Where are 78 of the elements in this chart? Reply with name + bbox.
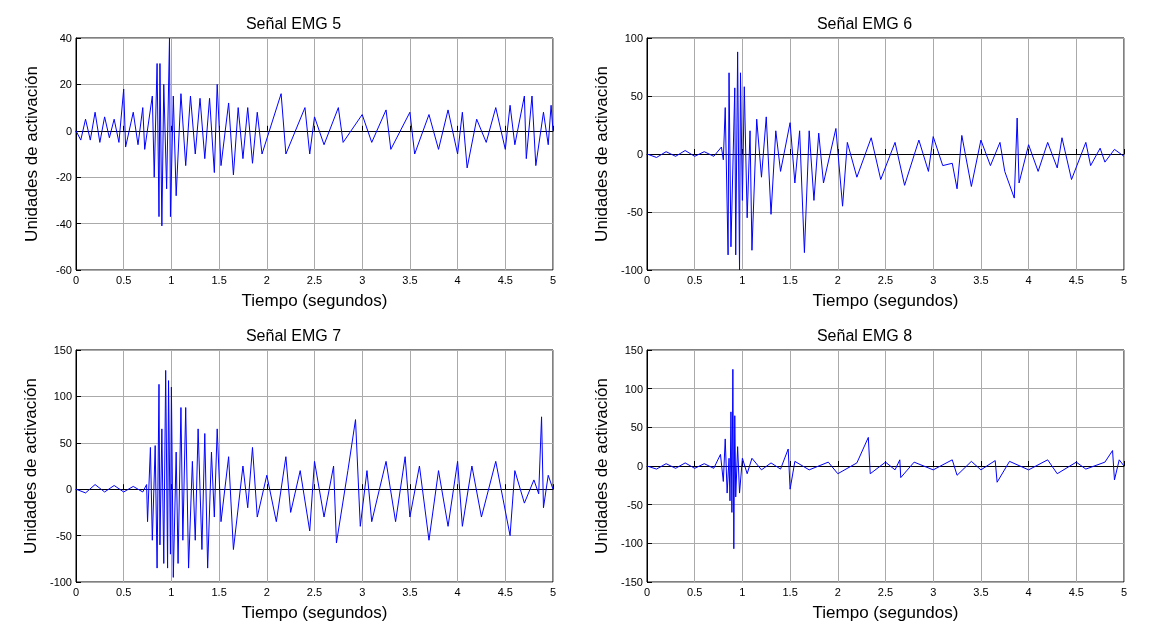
x-axis-title: Tiempo (segundos)	[812, 291, 959, 310]
y-tick-label: -150	[620, 576, 643, 588]
x-tick-label: 2.5	[877, 585, 894, 598]
y-tick-label: 40	[59, 32, 72, 44]
x-tick-label: 4	[454, 585, 461, 598]
x-tick-label: 4.5	[1068, 585, 1084, 598]
x-tick-label: 1	[739, 585, 746, 598]
y-tick-label: 100	[624, 382, 643, 395]
y-tick-label: 100	[624, 32, 643, 44]
x-tick-label: 2.5	[306, 273, 323, 286]
x-tick-label: 0.5	[116, 273, 132, 286]
y-tick-label: -100	[620, 537, 643, 550]
x-tick-label: 4.5	[1068, 273, 1084, 286]
y-tick-label: 20	[59, 78, 72, 91]
y-tick-label: 50	[59, 436, 72, 449]
x-tick-label: 4.5	[497, 273, 513, 286]
x-tick-label: 0.5	[687, 273, 703, 286]
x-tick-label: 3.5	[402, 585, 418, 598]
x-tick-label: 4	[1025, 273, 1032, 286]
y-axis-title: Unidades de activación	[21, 378, 41, 554]
x-tick-label: 2.5	[306, 585, 323, 598]
y-axis-title: Unidades de activación	[592, 378, 612, 554]
y-tick-label: -50	[627, 206, 643, 218]
y-axis-title: Unidades de activación	[592, 66, 612, 242]
y-tick-label: 150	[624, 344, 643, 356]
y-tick-label: -100	[620, 264, 643, 276]
x-tick-label: 3.5	[973, 273, 989, 286]
line-series	[646, 368, 1125, 550]
x-tick-label: 1.5	[211, 273, 227, 286]
line-series	[75, 369, 554, 578]
y-axis-title: Unidades de activación	[22, 66, 41, 242]
x-tick-label: 3	[930, 585, 937, 598]
x-tick-label: 5	[549, 273, 557, 286]
chart-title: Señal EMG 6	[816, 14, 913, 32]
y-tick-label: -40	[56, 217, 72, 230]
y-tick-label: -50	[627, 498, 643, 511]
chart-title: Señal EMG 8	[816, 326, 913, 344]
x-tick-label: 5	[1120, 273, 1128, 286]
x-tick-label: 2	[263, 585, 270, 598]
y-tick-label: 0	[636, 460, 643, 472]
y-tick-label: 50	[630, 90, 643, 102]
x-tick-label: 3	[359, 585, 366, 598]
x-tick-label: 4.5	[497, 585, 513, 598]
y-tick-label: -100	[49, 576, 72, 588]
x-tick-label: 0.5	[116, 585, 132, 598]
chart-title: Señal EMG 7	[245, 326, 342, 344]
x-tick-label: 2	[834, 273, 841, 286]
y-tick-label: 0	[636, 148, 643, 160]
x-tick-label: 2.5	[877, 273, 894, 286]
x-axis-title: Tiempo (segundos)	[241, 603, 388, 622]
x-tick-label: 2	[834, 585, 841, 598]
x-tick-label: 3.5	[402, 273, 418, 286]
y-tick-label: 100	[53, 390, 72, 403]
x-tick-label: 5	[1120, 585, 1128, 598]
x-tick-label: 1	[739, 273, 746, 286]
x-tick-label: 1	[168, 585, 175, 598]
x-tick-label: 1.5	[782, 273, 798, 286]
x-tick-label: 0.5	[687, 585, 703, 598]
y-tick-label: -60	[56, 264, 72, 276]
x-tick-label: 1	[168, 273, 175, 286]
x-tick-label: 3	[359, 273, 366, 286]
x-tick-label: 3.5	[973, 585, 989, 598]
x-tick-label: 4	[1025, 585, 1032, 598]
x-axis-title: Tiempo (segundos)	[241, 291, 388, 310]
y-tick-label: 0	[65, 124, 72, 137]
x-tick-label: 1.5	[782, 585, 798, 598]
x-tick-label: 4	[454, 273, 461, 286]
x-tick-label: 1.5	[211, 585, 227, 598]
x-axis-title: Tiempo (segundos)	[812, 603, 959, 622]
chart-title: Señal EMG 5	[245, 14, 342, 32]
y-tick-label: -20	[56, 171, 72, 184]
y-tick-label: 50	[630, 421, 643, 434]
x-tick-label: 2	[263, 273, 270, 286]
y-tick-label: 0	[65, 483, 72, 496]
x-tick-label: 5	[549, 585, 557, 598]
y-tick-label: -50	[56, 529, 72, 542]
x-tick-label: 3	[930, 273, 937, 286]
y-tick-label: 150	[53, 344, 72, 356]
